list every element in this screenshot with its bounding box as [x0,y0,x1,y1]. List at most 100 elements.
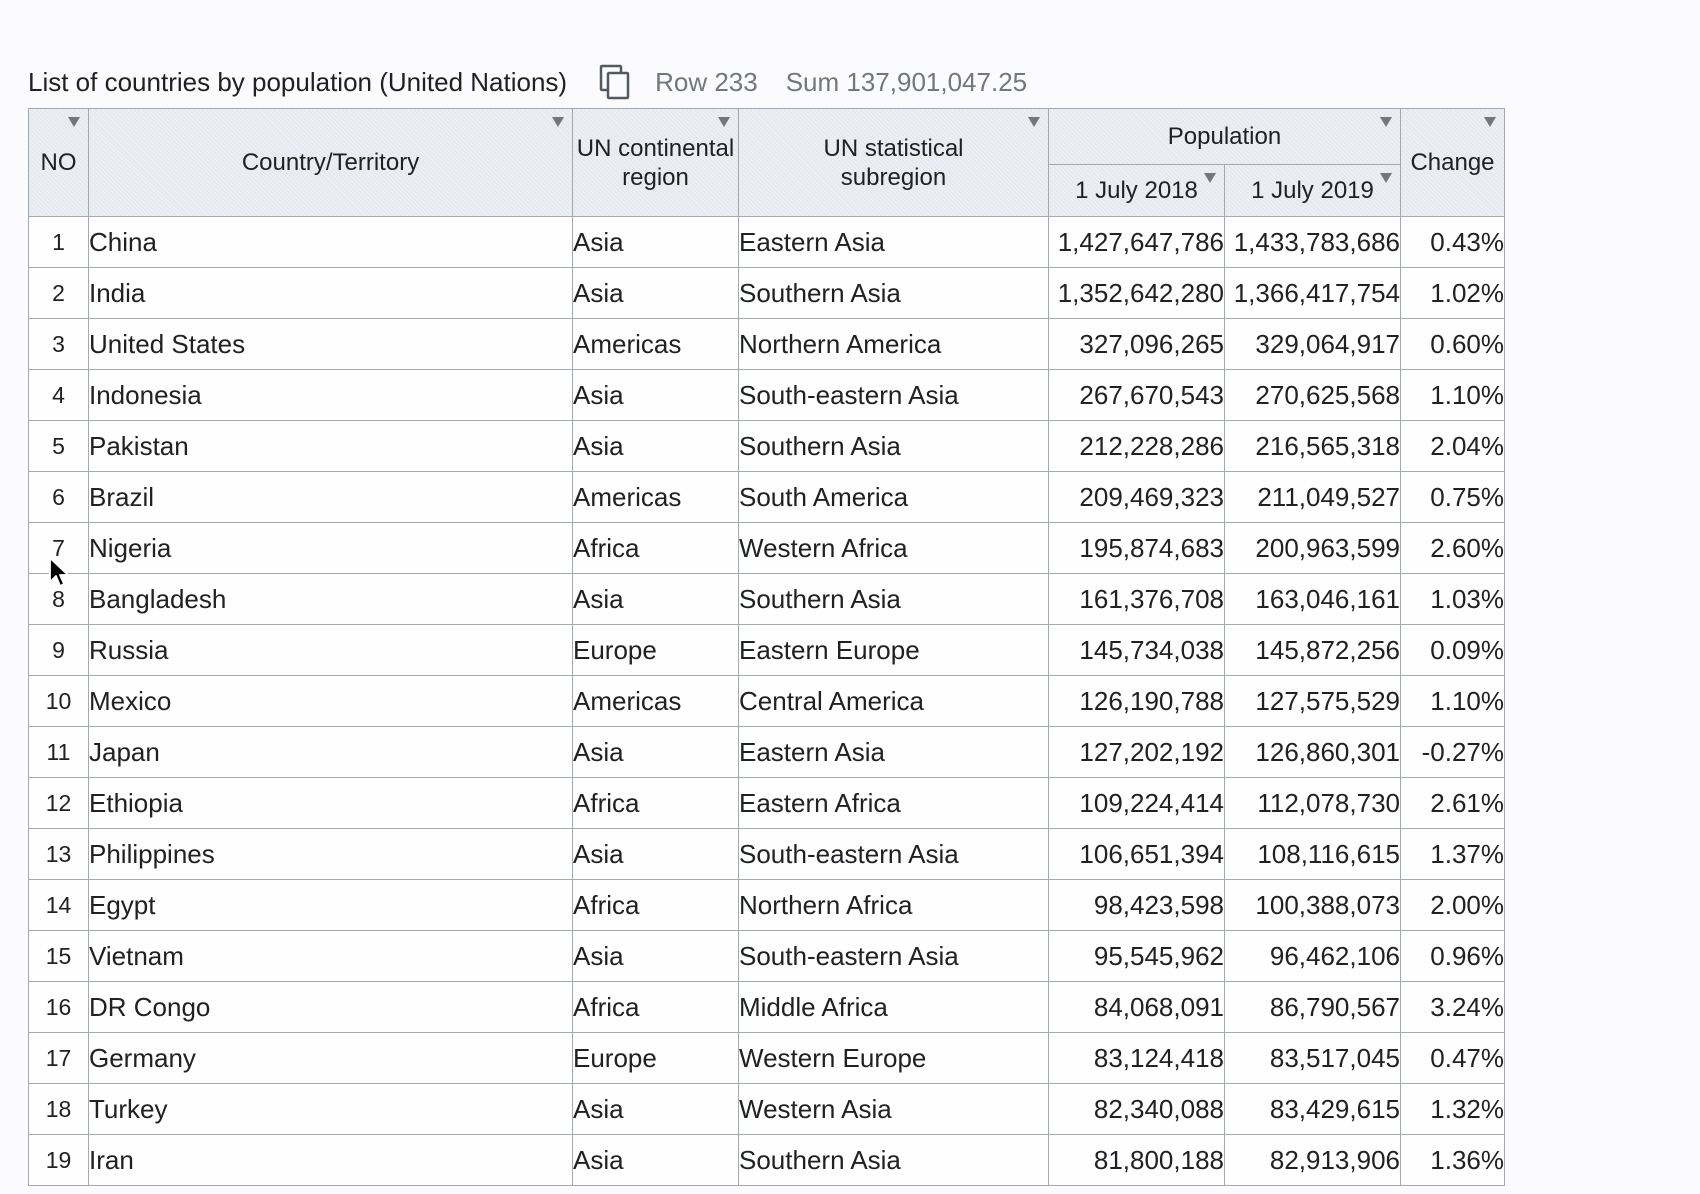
header-change-label: Change [1410,149,1495,176]
cell-subregion: Western Asia [738,1083,1049,1135]
header-continental-region[interactable]: UN continental region [572,108,739,217]
cell-change: 2.61% [1400,777,1505,829]
cell-pop-2018: 95,545,962 [1048,930,1225,982]
header-country[interactable]: Country/Territory [88,108,573,217]
cell-subregion: Eastern Europe [738,624,1049,676]
copy-icon[interactable] [599,64,631,100]
cell-pop-2018: 1,427,647,786 [1048,216,1225,268]
cell-subregion: South-eastern Asia [738,369,1049,421]
cell-no: 3 [28,318,89,370]
cell-subregion: Northern Africa [738,879,1049,931]
header-statistical-line2: subregion [840,163,947,191]
cell-change: 0.75% [1400,471,1505,523]
cell-no: 18 [28,1083,89,1135]
cell-pop-2018: 212,228,286 [1048,420,1225,472]
cell-change: 1.32% [1400,1083,1505,1135]
cell-country: Egypt [88,879,573,931]
sort-continental-icon[interactable] [718,117,730,127]
cell-no: 15 [28,930,89,982]
header-statistical-line1: UN statistical [823,134,964,162]
table-row: 9 Russia Europe Eastern Europe 145,734,038 14… [28,624,1505,676]
cell-pop-2018: 84,068,091 [1048,981,1225,1033]
header-no[interactable]: NO [28,108,89,217]
header-pop-2019[interactable]: 1 July 2019 [1224,164,1401,217]
cell-pop-2019: 96,462,106 [1224,930,1401,982]
cell-region: Africa [572,879,739,931]
table-row: 5 Pakistan Asia Southern Asia 212,228,286 216… [28,420,1505,472]
cell-change: -0.27% [1400,726,1505,778]
cell-subregion: South-eastern Asia [738,828,1049,880]
cell-no: 9 [28,624,89,676]
table-row: 16 DR Congo Africa Middle Africa 84,068,091 8… [28,981,1505,1033]
sort-population-icon[interactable] [1380,117,1392,127]
cell-subregion: Northern America [738,318,1049,370]
cell-region: Asia [572,1083,739,1135]
cell-pop-2019: 216,565,318 [1224,420,1401,472]
sort-statistical-icon[interactable] [1028,117,1040,127]
cell-change: 1.10% [1400,369,1505,421]
table-row: 6 Brazil Americas South America 209,469,323 2… [28,471,1505,523]
cell-pop-2019: 1,366,417,754 [1224,267,1401,319]
cell-pop-2018: 82,340,088 [1048,1083,1225,1135]
table-row: 2 India Asia Southern Asia 1,352,642,280 1,36… [28,267,1505,319]
cell-pop-2019: 100,388,073 [1224,879,1401,931]
cell-no: 5 [28,420,89,472]
cell-country: China [88,216,573,268]
cell-change: 0.96% [1400,930,1505,982]
cell-no: 14 [28,879,89,931]
cell-change: 3.24% [1400,981,1505,1033]
cell-region: Americas [572,675,739,727]
cell-region: Africa [572,981,739,1033]
sort-pop-2018-icon[interactable] [1204,173,1216,183]
cell-region: Asia [572,216,739,268]
cell-change: 1.37% [1400,828,1505,880]
cell-country: Pakistan [88,420,573,472]
cell-no: 19 [28,1134,89,1186]
header-pop-2018[interactable]: 1 July 2018 [1048,164,1225,217]
cell-subregion: Southern Asia [738,420,1049,472]
cell-no: 17 [28,1032,89,1084]
sort-country-icon[interactable] [552,117,564,127]
table-row: 19 Iran Asia Southern Asia 81,800,188 82,913,… [28,1134,1505,1186]
cell-no: 6 [28,471,89,523]
cell-country: United States [88,318,573,370]
cell-pop-2018: 98,423,598 [1048,879,1225,931]
cell-change: 0.47% [1400,1032,1505,1084]
table-row: 11 Japan Asia Eastern Asia 127,202,192 126,86… [28,726,1505,778]
cell-no: 16 [28,981,89,1033]
table-row: 3 United States Americas Northern America 32… [28,318,1505,370]
cell-region: Africa [572,522,739,574]
table-row: 13 Philippines Asia South-eastern Asia 106,6… [28,828,1505,880]
cell-subregion: Eastern Asia [738,216,1049,268]
header-change[interactable]: Change [1400,108,1505,217]
cell-change: 0.43% [1400,216,1505,268]
cell-country: DR Congo [88,981,573,1033]
cell-country: Nigeria [88,522,573,574]
header-population[interactable]: Population [1048,108,1401,165]
cell-change: 0.60% [1400,318,1505,370]
cell-pop-2019: 108,116,615 [1224,828,1401,880]
cell-region: Europe [572,624,739,676]
cell-pop-2019: 112,078,730 [1224,777,1401,829]
cell-pop-2018: 327,096,265 [1048,318,1225,370]
sort-no-icon[interactable] [68,117,80,127]
table-row: 7 Nigeria Africa Western Africa 195,874,683 2… [28,522,1505,574]
table-row: 17 Germany Europe Western Europe 83,124,418 8… [28,1032,1505,1084]
cell-pop-2019: 83,429,615 [1224,1083,1401,1135]
cell-subregion: Middle Africa [738,981,1049,1033]
cell-region: Asia [572,828,739,880]
table-body: 1 China Asia Eastern Asia 1,427,647,786 1,433… [28,216,1505,1186]
cell-change: 2.60% [1400,522,1505,574]
cell-pop-2018: 81,800,188 [1048,1134,1225,1186]
header-no-label: NO [40,149,77,176]
cell-country: Germany [88,1032,573,1084]
header-statistical-subregion[interactable]: UN statistical subregion [738,108,1049,217]
cell-pop-2019: 83,517,045 [1224,1032,1401,1084]
table-row: 12 Ethiopia Africa Eastern Africa 109,224,41… [28,777,1505,829]
cell-pop-2019: 126,860,301 [1224,726,1401,778]
sort-change-icon[interactable] [1484,117,1496,127]
population-table: NO Country/Territory UN continental regi… [28,108,1505,1186]
cell-no: 4 [28,369,89,421]
sort-pop-2019-icon[interactable] [1380,173,1392,183]
header-country-label: Country/Territory [241,149,420,176]
